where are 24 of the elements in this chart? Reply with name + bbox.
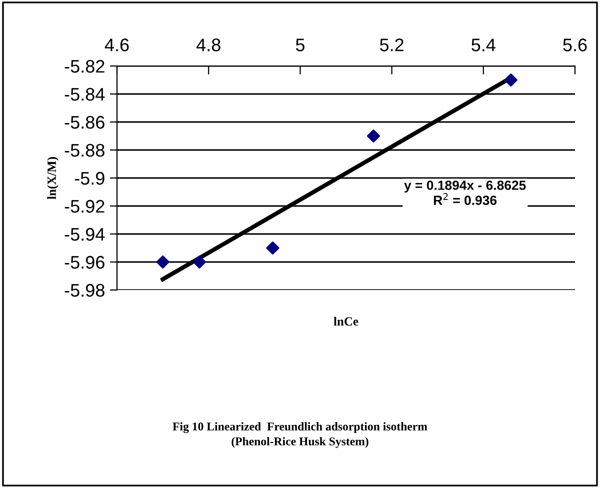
y-tick-label: -5.92 xyxy=(64,200,104,213)
y-tick-label: -5.84 xyxy=(64,88,105,101)
y-tick-label: -5.9 xyxy=(74,172,104,185)
x-tick-label: 4.6 xyxy=(104,38,129,52)
point xyxy=(156,255,170,269)
x-axis-title: lnCe xyxy=(334,316,358,326)
y-tick-label: -5.82 xyxy=(64,60,104,73)
point xyxy=(504,73,518,87)
caption: Fig 10 Linearized Freundlich adsorption isotherm (Phenol-Rice Husk System) xyxy=(172,422,428,448)
x-tick-label: 4.8 xyxy=(196,38,220,52)
y-tick-label: -5.94 xyxy=(64,228,105,241)
x-tick-label: 5.6 xyxy=(563,38,587,52)
y-tick-label: -5.86 xyxy=(64,116,104,129)
annotation: y = 0.1894x - 6.8625 R$^{2}$ = 0.936 xyxy=(404,180,526,206)
point xyxy=(192,255,206,269)
y-tick-label: -5.96 xyxy=(64,256,104,269)
y-tick-label: -5.98 xyxy=(64,284,104,297)
point xyxy=(366,129,380,143)
x-tick-label: 5.4 xyxy=(472,38,496,52)
y-tick-label: -5.88 xyxy=(64,144,104,157)
y-axis-title: ln(X/M) xyxy=(47,157,58,200)
x-tick-label: 5 xyxy=(296,38,304,52)
point xyxy=(266,241,280,255)
x-tick-label: 5.2 xyxy=(380,38,404,52)
